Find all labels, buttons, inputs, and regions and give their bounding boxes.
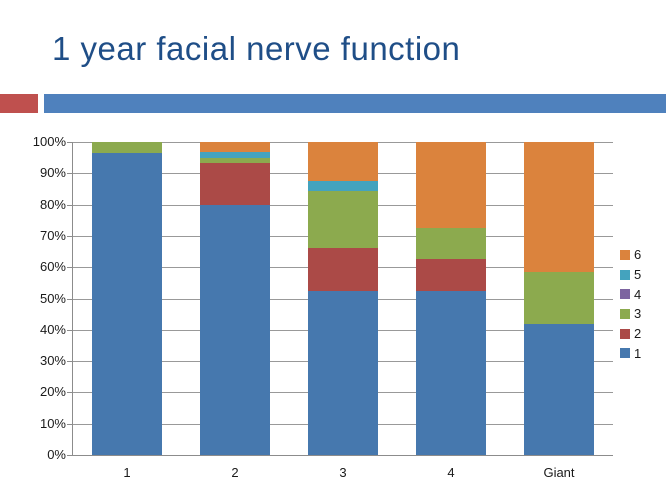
y-axis-label: 70% xyxy=(39,227,66,243)
legend-item-2: 2 xyxy=(620,324,641,344)
y-axis-line xyxy=(72,142,73,456)
x-axis-label-3: 3 xyxy=(339,465,347,480)
y-axis-tick xyxy=(67,361,73,363)
y-axis-tick xyxy=(67,298,73,300)
bar-Giant-segment-6 xyxy=(524,142,594,272)
x-axis-line xyxy=(72,455,613,456)
bar-2-segment-5 xyxy=(200,152,270,158)
x-axis-label-1: 1 xyxy=(123,465,131,480)
bar-4-segment-1 xyxy=(416,290,486,455)
title-accent-red-square xyxy=(0,94,38,113)
legend-swatch-6 xyxy=(620,249,630,260)
bar-4-segment-2 xyxy=(416,259,486,291)
legend-label: 5 xyxy=(634,267,642,283)
y-axis-label: 0% xyxy=(47,447,66,462)
y-axis-label: 40% xyxy=(39,321,66,337)
bar-Giant xyxy=(524,142,594,455)
y-axis-tick xyxy=(67,235,73,237)
y-axis-tick xyxy=(67,204,73,206)
plot-area: 0% 10% 20% 30% 40% 50% 60% 70% 80% 90% 100% 1 2 3 4 Gia… xyxy=(33,134,613,480)
slide-title: 1 year facial nerve function xyxy=(52,30,461,67)
y-axis-label: 30% xyxy=(39,353,66,369)
legend-swatch-5 xyxy=(620,269,630,280)
bar-3-segment-2 xyxy=(308,248,378,291)
bar-1-segment-3 xyxy=(92,142,162,153)
y-axis-tick xyxy=(67,423,73,425)
y-axis-tick xyxy=(67,173,73,175)
x-axis-label-2: 2 xyxy=(231,465,239,480)
bar-4-segment-3 xyxy=(416,228,486,260)
title-divider-bar xyxy=(44,94,666,113)
bar-Giant-segment-1 xyxy=(524,323,594,455)
bar-2-segment-2 xyxy=(200,162,270,205)
bar-1 xyxy=(92,142,162,455)
bar-2-segment-1 xyxy=(200,204,270,455)
legend-label: 4 xyxy=(634,286,642,302)
bar-2-segment-6 xyxy=(200,142,270,153)
bar-4 xyxy=(416,142,486,455)
legend-label: 3 xyxy=(634,306,642,322)
stacked-bar-chart: 0% 10% 20% 30% 40% 50% 60% 70% 80% 90% 100% 1 2 3 4 Gia… xyxy=(0,128,666,500)
y-axis-label: 50% xyxy=(39,290,66,306)
x-axis-label-4: 4 xyxy=(447,465,455,480)
legend-swatch-4 xyxy=(620,289,630,300)
y-axis-tick xyxy=(67,392,73,394)
y-axis-label: 90% xyxy=(39,165,66,181)
bar-3-segment-5 xyxy=(308,181,378,191)
y-axis-tick xyxy=(67,142,73,143)
legend-swatch-2 xyxy=(620,328,630,339)
legend-label: 6 xyxy=(634,247,642,263)
y-axis-label: 10% xyxy=(39,415,66,431)
legend-item-6: 6 xyxy=(620,245,641,265)
y-axis-tick xyxy=(67,329,73,331)
chart-legend: 6 5 4 3 2 1 xyxy=(620,245,641,363)
legend-label: 2 xyxy=(634,326,642,342)
legend-item-1: 1 xyxy=(620,343,641,363)
y-axis-label: 60% xyxy=(39,259,66,275)
bar-Giant-segment-3 xyxy=(524,271,594,324)
y-axis-label: 100% xyxy=(32,134,66,149)
legend-label: 1 xyxy=(634,345,642,361)
bar-2-segment-3 xyxy=(200,157,270,163)
bar-4-segment-6 xyxy=(416,142,486,229)
bar-3-segment-6 xyxy=(308,142,378,182)
bar-2 xyxy=(200,142,270,455)
bar-3-segment-3 xyxy=(308,190,378,249)
y-axis-label: 80% xyxy=(39,196,66,212)
legend-item-4: 4 xyxy=(620,284,641,304)
bar-1-segment-1 xyxy=(92,152,162,455)
legend-swatch-3 xyxy=(620,308,630,319)
legend-swatch-1 xyxy=(620,348,630,359)
y-axis-tick xyxy=(67,455,73,456)
y-axis-label: 20% xyxy=(39,384,66,400)
legend-item-3: 3 xyxy=(620,304,641,324)
y-axis-tick xyxy=(67,267,73,269)
bar-3 xyxy=(308,142,378,455)
x-axis-label-Giant: Giant xyxy=(543,465,575,480)
legend-item-5: 5 xyxy=(620,265,641,285)
bar-3-segment-1 xyxy=(308,290,378,455)
